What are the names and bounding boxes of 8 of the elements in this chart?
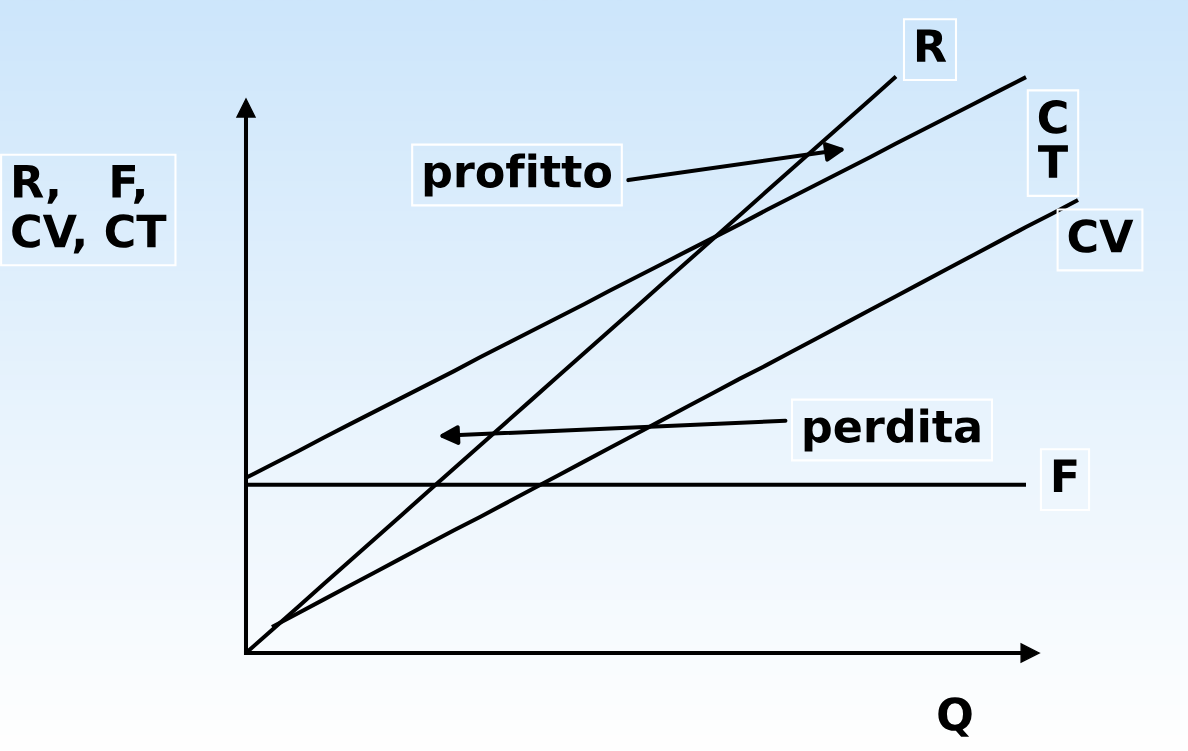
annotation: perdita bbox=[804, 408, 980, 452]
y-axis-title: R, F, CV, CT bbox=[12, 164, 167, 254]
series-label: CV bbox=[1068, 219, 1134, 253]
series-label: R bbox=[916, 29, 947, 62]
series-label: C T bbox=[1038, 100, 1068, 178]
annotation: profitto bbox=[424, 153, 612, 197]
x-axis-title: Q bbox=[938, 697, 972, 737]
series-label: F bbox=[1053, 459, 1077, 492]
